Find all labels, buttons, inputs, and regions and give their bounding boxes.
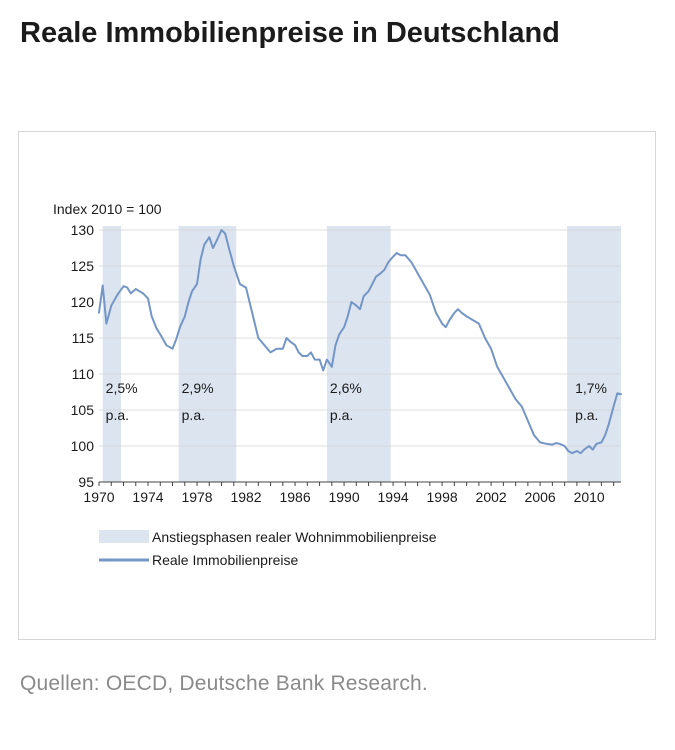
axes: 95 100 105 110 115 120 125 130 1970 1974 1978 1982 1…	[71, 222, 621, 505]
y-tick-label: 95	[78, 474, 94, 490]
x-tick-label: 1974	[132, 489, 163, 505]
period-pa-label-3: p.a.	[575, 407, 598, 423]
x-tick-label: 1982	[230, 489, 261, 505]
x-tick-label: 2006	[525, 489, 556, 505]
x-tick-label: 1990	[328, 489, 359, 505]
y-tick-label: 105	[71, 402, 95, 418]
x-tick-label: 1986	[279, 489, 310, 505]
y-tick-label: 115	[72, 330, 95, 346]
line-chart: 95 100 105 110 115 120 125 130 1970 1974 1978 1982 1…	[53, 201, 622, 568]
period-labels: 2,5% p.a. 2,9% p.a. 2,6% p.a. 1,7% p.a.	[106, 380, 607, 423]
y-axis-label: Index 2010 = 100	[53, 201, 162, 217]
shaded-periods	[102, 226, 621, 482]
legend-label-area: Anstiegsphasen realer Wohnimmobilienprei…	[152, 529, 437, 545]
x-tick-label: 2002	[476, 489, 507, 505]
period-rate-label-2: 2,6%	[330, 380, 362, 396]
y-tick-label: 100	[71, 438, 95, 454]
period-pa-label-0: p.a.	[106, 407, 129, 423]
period-rate-label-3: 1,7%	[575, 380, 607, 396]
period-pa-label-2: p.a.	[330, 407, 353, 423]
x-tick-label: 2010	[574, 489, 605, 505]
legend-swatch-area	[99, 530, 149, 543]
shaded-period-3	[567, 226, 621, 482]
shaded-period-0	[102, 226, 122, 482]
page-title: Reale Immobilienpreise in Deutschland	[20, 17, 560, 49]
y-tick-label: 110	[72, 366, 95, 382]
x-tick-label: 1978	[181, 489, 212, 505]
series-layer	[98, 229, 622, 455]
legend-label-line: Reale Immobilienpreise	[152, 552, 299, 568]
shaded-period-2	[326, 226, 391, 482]
period-rate-label-1: 2,9%	[182, 380, 214, 396]
chart-frame: 95 100 105 110 115 120 125 130 1970 1974 1978 1982 1…	[18, 131, 656, 640]
series-line-0	[98, 229, 622, 455]
y-tick-label: 120	[71, 294, 95, 310]
x-tick-label: 1994	[378, 489, 409, 505]
legend: Anstiegsphasen realer Wohnimmobilienprei…	[99, 529, 437, 568]
x-tick-label: 1998	[427, 489, 458, 505]
y-tick-label: 125	[71, 258, 95, 274]
source-note: Quellen: OECD, Deutsche Bank Research.	[20, 672, 428, 695]
x-tick-label: 1970	[83, 489, 114, 505]
y-tick-label: 130	[71, 222, 95, 238]
period-rate-label-0: 2,5%	[106, 380, 138, 396]
period-pa-label-1: p.a.	[182, 407, 205, 423]
shaded-period-1	[178, 226, 237, 482]
